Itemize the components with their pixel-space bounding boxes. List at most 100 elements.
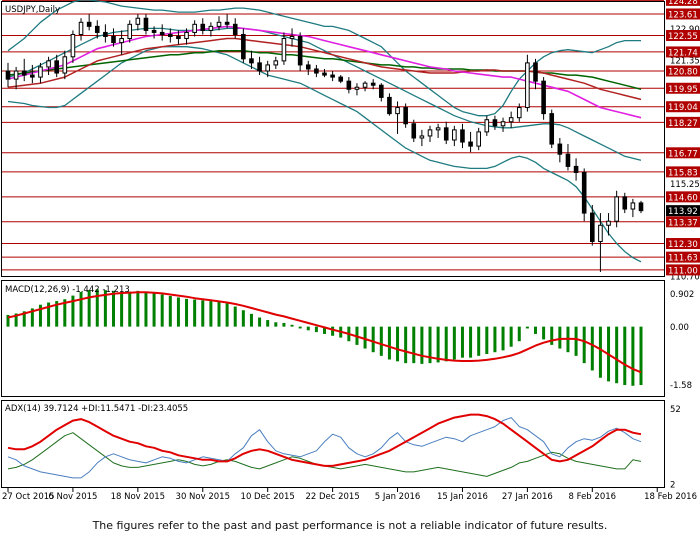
price-axis-ticks: 122.90 121.35 115.25 110.70 [670,25,700,283]
macd-histogram-bar [379,326,383,356]
candle [322,68,327,78]
candle-body-down [330,74,335,78]
price-level-label: 113.37 [666,216,700,228]
candle [289,28,295,47]
candle [492,115,498,130]
price-level-label-bg [666,46,700,58]
candle [176,30,181,45]
candle-body-down [168,33,173,38]
candle [30,64,35,84]
candle [232,18,238,39]
macd-histogram-bar [87,290,91,327]
candle [94,20,100,39]
candle [411,119,417,143]
candle [119,30,124,55]
candle [476,127,481,151]
candle-body-down [159,31,165,35]
macd-histogram-bar [469,326,473,358]
candle [549,109,555,149]
candle-body-down [622,196,628,210]
price-level-label: 119.95 [666,82,700,95]
macd-histogram-bar [176,297,180,327]
price-level-label-text: 119.95 [668,85,698,95]
candle [533,58,538,90]
candle-body-up [525,62,530,109]
candle [151,26,157,39]
macd-histogram-bar [193,299,197,327]
candle [452,125,457,147]
bollinger-lower-line [7,46,642,263]
price-level-label-bg [666,264,700,276]
candle-body-down [573,165,579,173]
candle-body-up [362,82,368,88]
current-price-label-bg [666,205,700,217]
disclaimer-text: The figures refer to the past and past p… [92,519,608,532]
candle-body-up [435,127,441,131]
candle-body-down [387,96,392,115]
macd-histogram-bar [160,294,164,327]
price-level-label-text: 116.77 [668,149,698,159]
candle-body-up [427,129,433,137]
candle-body-up [606,220,611,226]
macd-histogram-bar [22,311,26,327]
candle [314,64,319,78]
price-level-label: 124.28 [666,0,700,7]
candle-body-down [322,72,327,76]
candle [622,192,628,214]
candle [565,144,571,171]
macd-histogram-bar [120,291,124,327]
candle-body-up [13,70,19,80]
price-axis-tick: 121.35 [670,56,700,66]
price-level-label-text: 121.74 [668,48,698,58]
candle [38,62,43,84]
macd-histogram-bar [436,326,440,363]
macd-histogram-bar [30,308,34,327]
macd-histogram-bar [201,300,205,327]
candle [305,60,311,76]
candle [379,83,384,102]
macd-axis-tick: -1.58 [670,381,692,391]
candle [370,79,376,90]
candle-body-down [176,36,181,40]
macd-histogram-bar [396,326,400,362]
price-axis-tick: 110.70 [670,273,700,283]
candle [103,24,108,43]
macd-histogram-bar [420,326,424,364]
current-price-label-text: 113.92 [668,207,698,217]
price-level-label-text: 113.37 [668,218,698,228]
macd-histogram-bar [590,326,594,371]
candle [541,77,546,120]
candle [5,62,11,88]
candle [362,81,368,92]
candle-body-down [86,21,92,27]
candle [143,14,149,35]
macd-histogram-bar [112,290,115,327]
candle [557,137,563,163]
candle-body-up [208,25,214,31]
candles [5,14,644,272]
candle-body-down [94,25,100,33]
date-axis-label: 27 Oct 2015 [2,492,55,502]
price-level-label-bg [666,216,700,228]
macd-histogram-bar [103,290,107,327]
macd-histogram-bar [460,326,464,358]
price-level-label-text: 111.63 [668,254,698,264]
candle [387,93,392,116]
candle-body-up [281,38,287,62]
macd-histogram-bar [225,303,229,327]
candle-body-up [508,117,514,123]
date-axis-label: 18 Feb 2016 [644,492,697,502]
macd-axis-tick: 0.902 [670,290,694,300]
adx-axis-tick: 52 [670,405,681,415]
candle [208,22,214,37]
date-axis-label: 5 Jan 2016 [375,492,421,502]
price-level-label-bg [666,82,700,94]
price-level-label-bg [666,166,700,178]
candle-body-down [638,202,644,212]
candle-body-up [476,131,481,147]
price-level-label-text: 114.60 [668,193,698,203]
price-level-label-bg [666,116,700,128]
candle [346,77,352,94]
candle [192,20,197,37]
candle-body-down [403,107,408,125]
